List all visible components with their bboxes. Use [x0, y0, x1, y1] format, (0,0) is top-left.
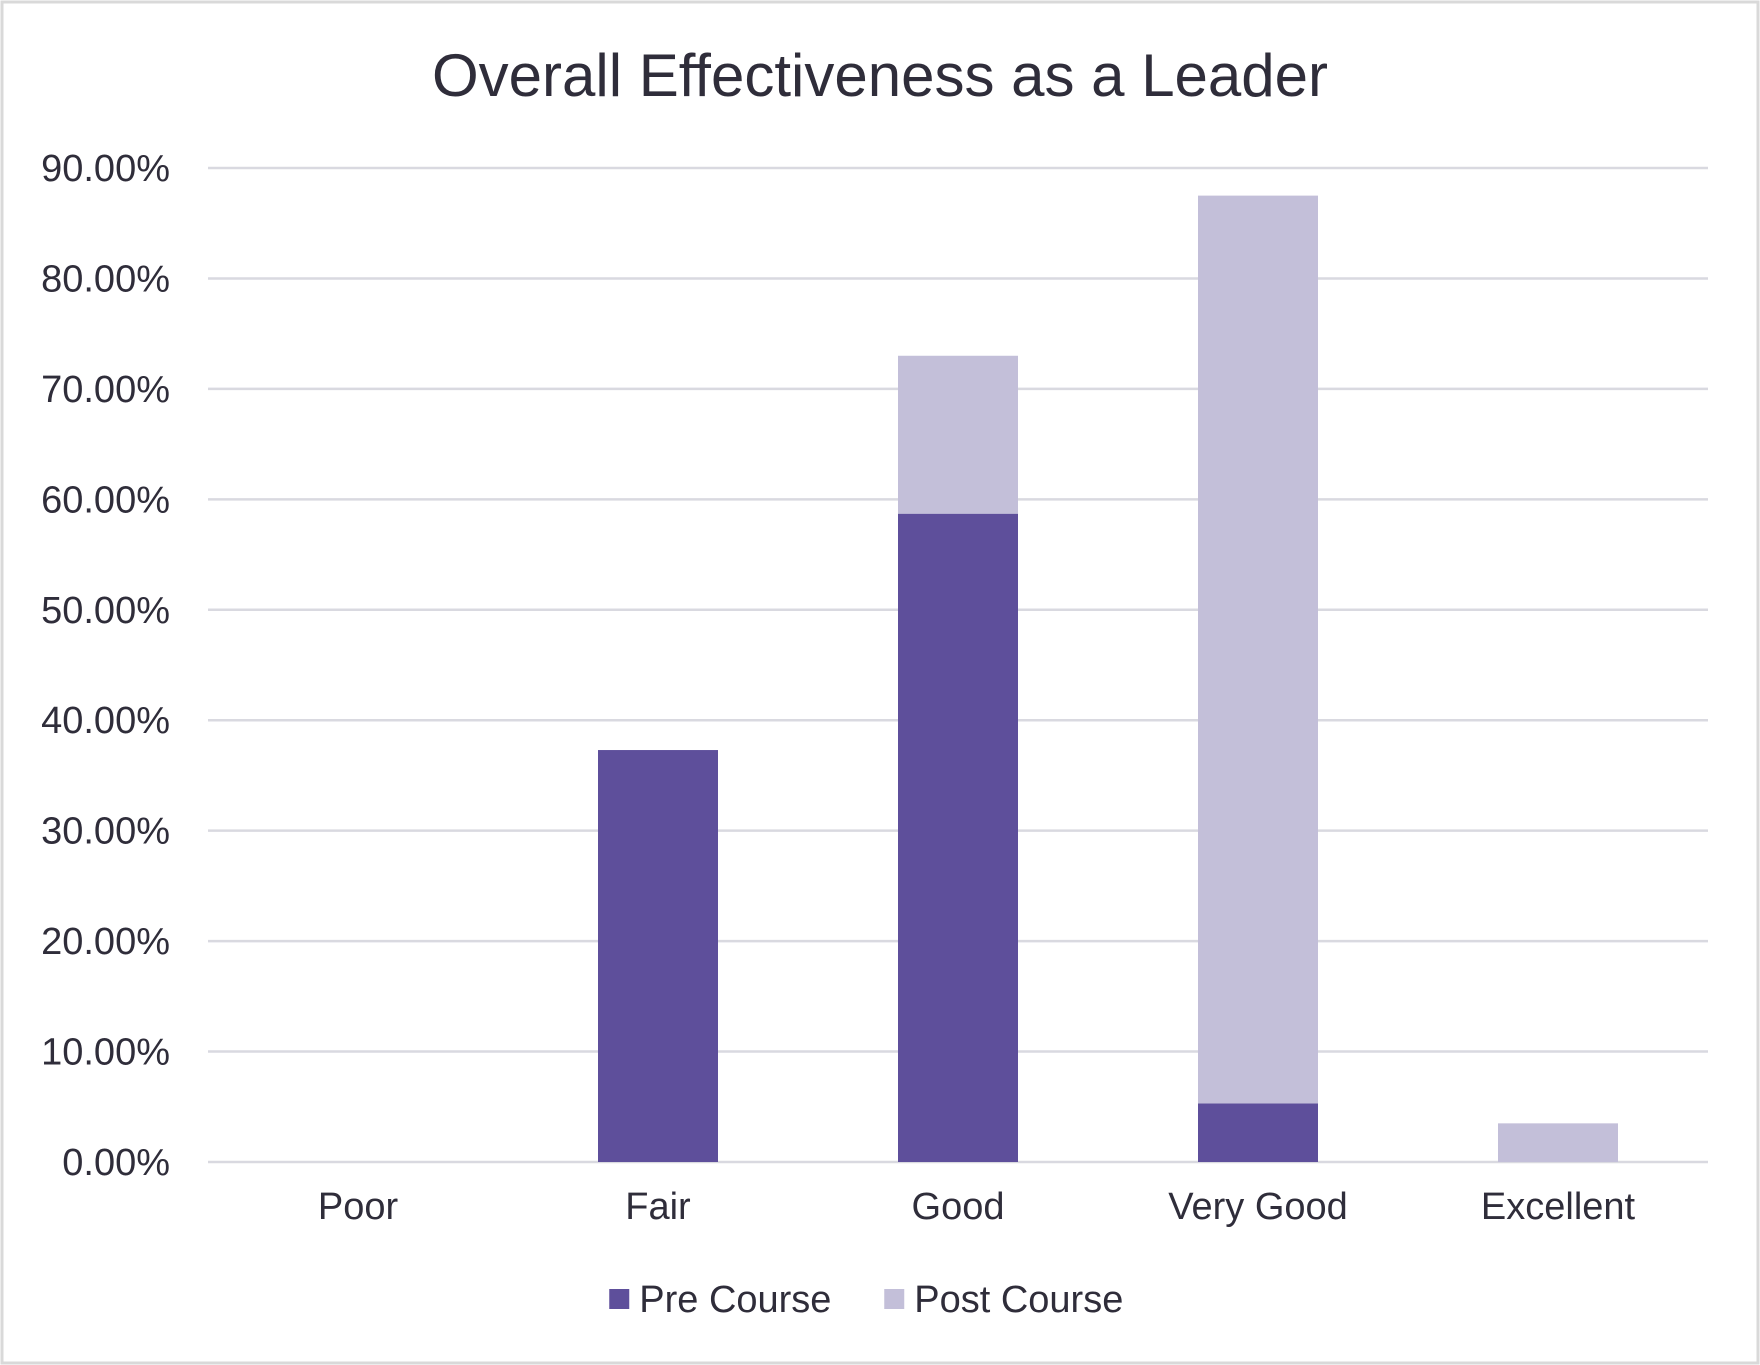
bar-pre-course-very-good [1198, 1103, 1318, 1162]
bars [598, 195, 1618, 1162]
y-tick-label: 30.00% [41, 811, 170, 853]
chart-title: Overall Effectiveness as a Leader [432, 42, 1328, 109]
x-axis-tick-labels: Poor Fair Good Very Good Excellent [318, 1186, 1636, 1228]
y-tick-label: 70.00% [41, 369, 170, 411]
legend-swatch-post-course [884, 1289, 905, 1309]
bar-pre-course-good [898, 513, 1018, 1162]
y-tick-label: 10.00% [41, 1032, 170, 1074]
y-tick-label: 0.00% [62, 1142, 170, 1184]
y-tick-label: 50.00% [41, 590, 170, 632]
legend-label-post-course: Post Course [914, 1279, 1123, 1321]
y-tick-label: 20.00% [41, 921, 170, 963]
y-tick-label: 60.00% [41, 479, 170, 521]
bar-post-course-excellent [1498, 1123, 1618, 1162]
x-tick-label: Good [912, 1186, 1005, 1228]
y-axis-tick-labels: 0.00% 10.00% 20.00% 30.00% 40.00% 50.00% 60.00… [41, 148, 170, 1184]
x-tick-label: Excellent [1481, 1186, 1636, 1228]
bar-post-course-very-good [1198, 195, 1318, 1104]
bar-pre-course-fair [598, 750, 718, 1162]
x-tick-label: Very Good [1168, 1186, 1348, 1228]
x-tick-label: Fair [625, 1186, 691, 1228]
legend: Pre Course Post Course [609, 1279, 1123, 1321]
y-tick-label: 90.00% [41, 148, 170, 190]
legend-label-pre-course: Pre Course [639, 1279, 831, 1321]
bar-post-course-good [898, 355, 1018, 514]
y-tick-label: 40.00% [41, 700, 170, 742]
y-tick-label: 80.00% [41, 258, 170, 300]
legend-swatch-pre-course [609, 1289, 630, 1309]
x-tick-label: Poor [318, 1186, 399, 1228]
